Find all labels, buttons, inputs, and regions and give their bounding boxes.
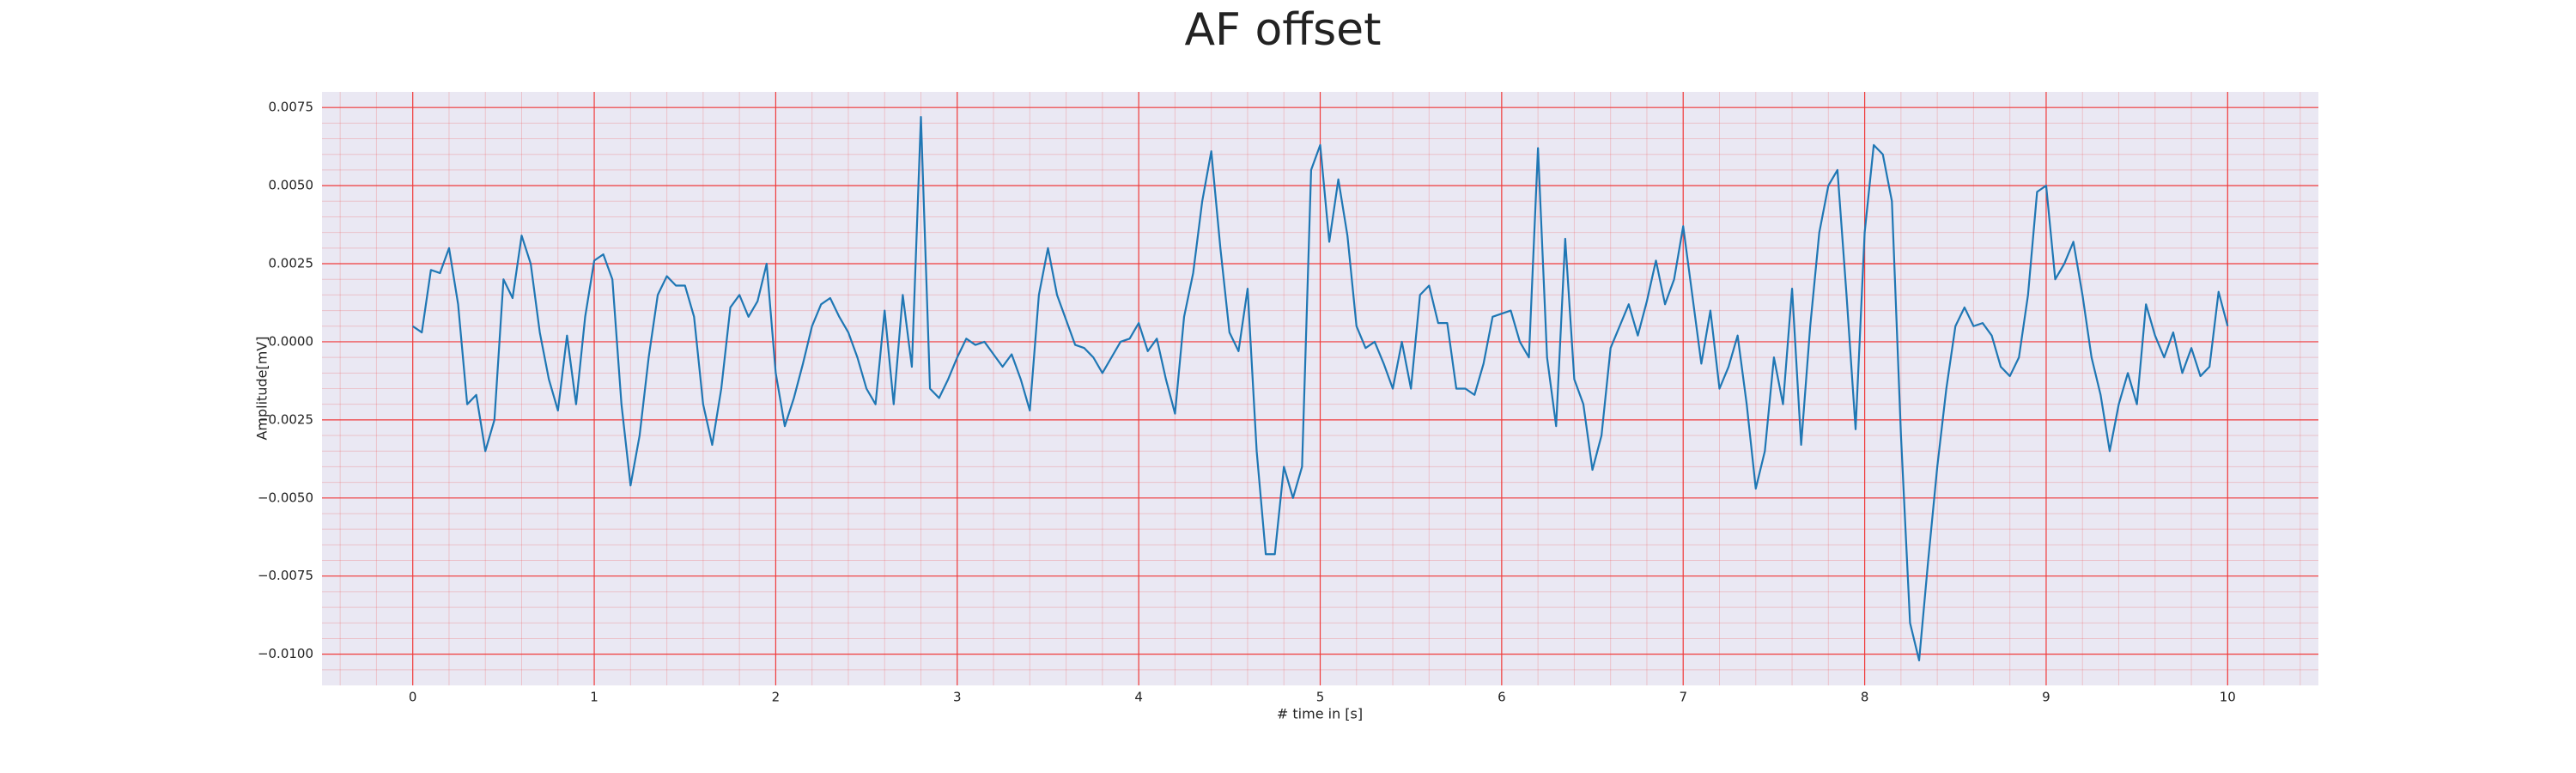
y-tick-label: −0.0025 bbox=[258, 411, 313, 427]
y-tick-label: 0.0075 bbox=[269, 100, 314, 115]
x-tick-label: 5 bbox=[1316, 690, 1325, 705]
x-tick-label: 3 bbox=[953, 690, 962, 705]
y-tick-label: 0.0025 bbox=[269, 256, 314, 271]
data-line bbox=[412, 115, 2229, 662]
x-tick-label: 2 bbox=[772, 690, 781, 705]
y-tick-label: 0.0050 bbox=[269, 178, 314, 193]
major-grid bbox=[322, 92, 2318, 685]
x-axis-label: # time in [s] bbox=[1277, 706, 1363, 722]
y-tick-label: −0.0075 bbox=[258, 568, 313, 583]
x-tick-label: 9 bbox=[2042, 690, 2050, 705]
plot-marks bbox=[412, 115, 2229, 662]
x-tick-label: 6 bbox=[1498, 690, 1506, 705]
x-tick-label: 8 bbox=[1861, 690, 1869, 705]
chart-title: AF offset bbox=[1184, 4, 1381, 56]
x-tick-label: 4 bbox=[1134, 690, 1143, 705]
y-axis-label: Amplitude[mV] bbox=[254, 336, 270, 440]
x-tick-label: 0 bbox=[409, 690, 417, 705]
y-tick-label: −0.0050 bbox=[258, 490, 313, 505]
y-tick-label: 0.0000 bbox=[269, 333, 314, 349]
x-tick-label: 10 bbox=[2220, 690, 2236, 705]
x-tick-label: 1 bbox=[590, 690, 598, 705]
x-tick-label: 7 bbox=[1679, 690, 1687, 705]
y-tick-label: −0.0100 bbox=[258, 646, 313, 661]
